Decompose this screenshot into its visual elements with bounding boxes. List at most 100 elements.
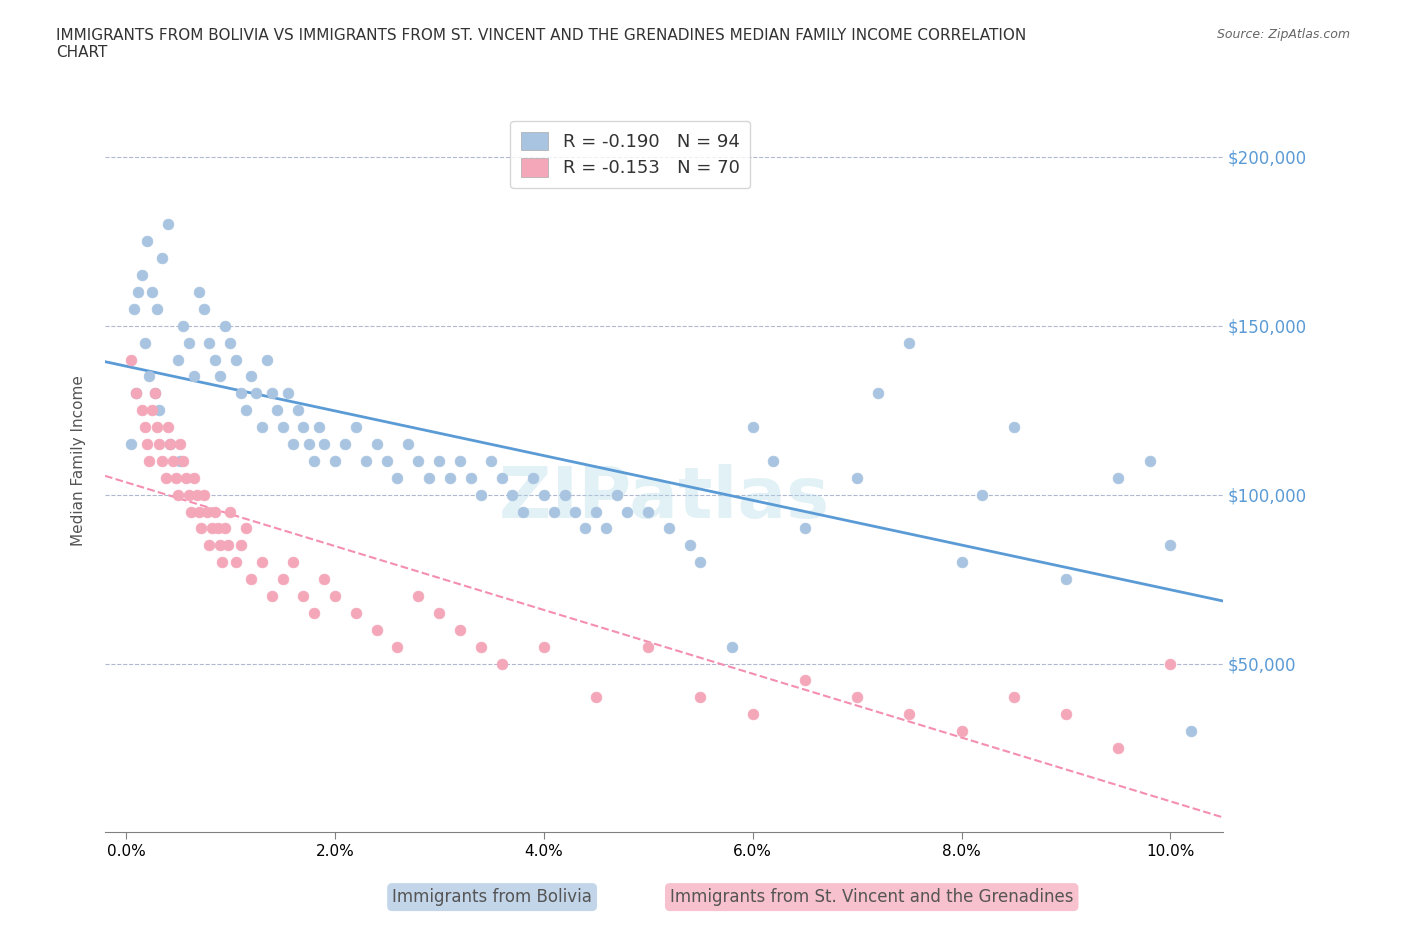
Point xyxy=(344,605,367,620)
Text: ZIPat​las: ZIPat​las xyxy=(499,463,830,533)
Legend: R = -0.190   N = 94, R = -0.153   N = 70: R = -0.190 N = 94, R = -0.153 N = 70 xyxy=(510,121,751,188)
Point xyxy=(240,572,263,587)
Point xyxy=(250,555,273,570)
Point xyxy=(281,555,304,570)
Point xyxy=(141,285,163,299)
Point xyxy=(169,454,191,469)
Point xyxy=(195,504,218,519)
Point xyxy=(898,335,921,350)
Point xyxy=(165,471,187,485)
Point xyxy=(302,605,325,620)
Point xyxy=(501,487,523,502)
Point xyxy=(180,504,202,519)
Point xyxy=(1107,740,1129,755)
Point xyxy=(176,471,198,485)
Point xyxy=(460,471,482,485)
Point xyxy=(898,707,921,722)
Point xyxy=(277,386,299,401)
Point xyxy=(292,419,315,434)
Text: Immigrants from St. Vincent and the Grenadines: Immigrants from St. Vincent and the Gren… xyxy=(671,888,1073,906)
Point xyxy=(512,504,534,519)
Point xyxy=(491,471,513,485)
Point xyxy=(950,555,973,570)
Text: Immigrants from Bolivia: Immigrants from Bolivia xyxy=(392,888,592,906)
Point xyxy=(354,454,377,469)
Point xyxy=(135,436,157,451)
Point xyxy=(408,454,430,469)
Point xyxy=(211,555,233,570)
Point xyxy=(396,436,419,451)
Point xyxy=(846,471,869,485)
Point xyxy=(387,471,409,485)
Point xyxy=(449,622,471,637)
Point xyxy=(720,639,742,654)
Point xyxy=(298,436,321,451)
Point xyxy=(122,301,145,316)
Point xyxy=(281,436,304,451)
Point xyxy=(689,690,711,705)
Point xyxy=(225,352,247,367)
Point xyxy=(198,538,221,552)
Point xyxy=(262,589,284,604)
Point xyxy=(323,454,346,469)
Point xyxy=(235,403,257,418)
Point xyxy=(125,386,148,401)
Point xyxy=(793,521,815,536)
Point xyxy=(219,335,242,350)
Point xyxy=(138,454,160,469)
Point xyxy=(262,386,284,401)
Point xyxy=(159,436,181,451)
Point xyxy=(141,403,163,418)
Point xyxy=(1054,572,1077,587)
Point xyxy=(146,419,169,434)
Point xyxy=(574,521,596,536)
Point xyxy=(245,386,267,401)
Point xyxy=(148,436,170,451)
Point xyxy=(585,690,607,705)
Point xyxy=(225,555,247,570)
Point xyxy=(134,419,156,434)
Point xyxy=(250,419,273,434)
Point xyxy=(229,386,252,401)
Point xyxy=(177,335,200,350)
Point xyxy=(1180,724,1202,738)
Point xyxy=(188,504,211,519)
Point xyxy=(125,386,148,401)
Point xyxy=(162,454,184,469)
Point xyxy=(533,487,555,502)
Point xyxy=(214,318,236,333)
Point xyxy=(152,454,174,469)
Point xyxy=(214,521,236,536)
Point xyxy=(585,504,607,519)
Point xyxy=(217,538,239,552)
Point xyxy=(292,589,315,604)
Point xyxy=(146,301,169,316)
Point xyxy=(183,369,205,384)
Point xyxy=(308,419,330,434)
Point xyxy=(287,403,309,418)
Y-axis label: Median Family Income: Median Family Income xyxy=(72,376,86,546)
Point xyxy=(156,419,179,434)
Text: Source: ZipAtlas.com: Source: ZipAtlas.com xyxy=(1216,28,1350,41)
Point xyxy=(120,436,142,451)
Point xyxy=(449,454,471,469)
Point xyxy=(344,419,367,434)
Point xyxy=(271,419,294,434)
Point xyxy=(193,487,215,502)
Point xyxy=(554,487,576,502)
Point xyxy=(387,639,409,654)
Point xyxy=(375,454,398,469)
Point xyxy=(135,234,157,249)
Point xyxy=(172,318,194,333)
Point xyxy=(155,471,177,485)
Point xyxy=(152,251,174,266)
Point xyxy=(972,487,994,502)
Point xyxy=(408,589,430,604)
Point xyxy=(543,504,565,519)
Point xyxy=(131,268,153,283)
Point xyxy=(418,471,440,485)
Point xyxy=(204,504,226,519)
Point xyxy=(148,403,170,418)
Point xyxy=(169,436,191,451)
Point xyxy=(1002,419,1025,434)
